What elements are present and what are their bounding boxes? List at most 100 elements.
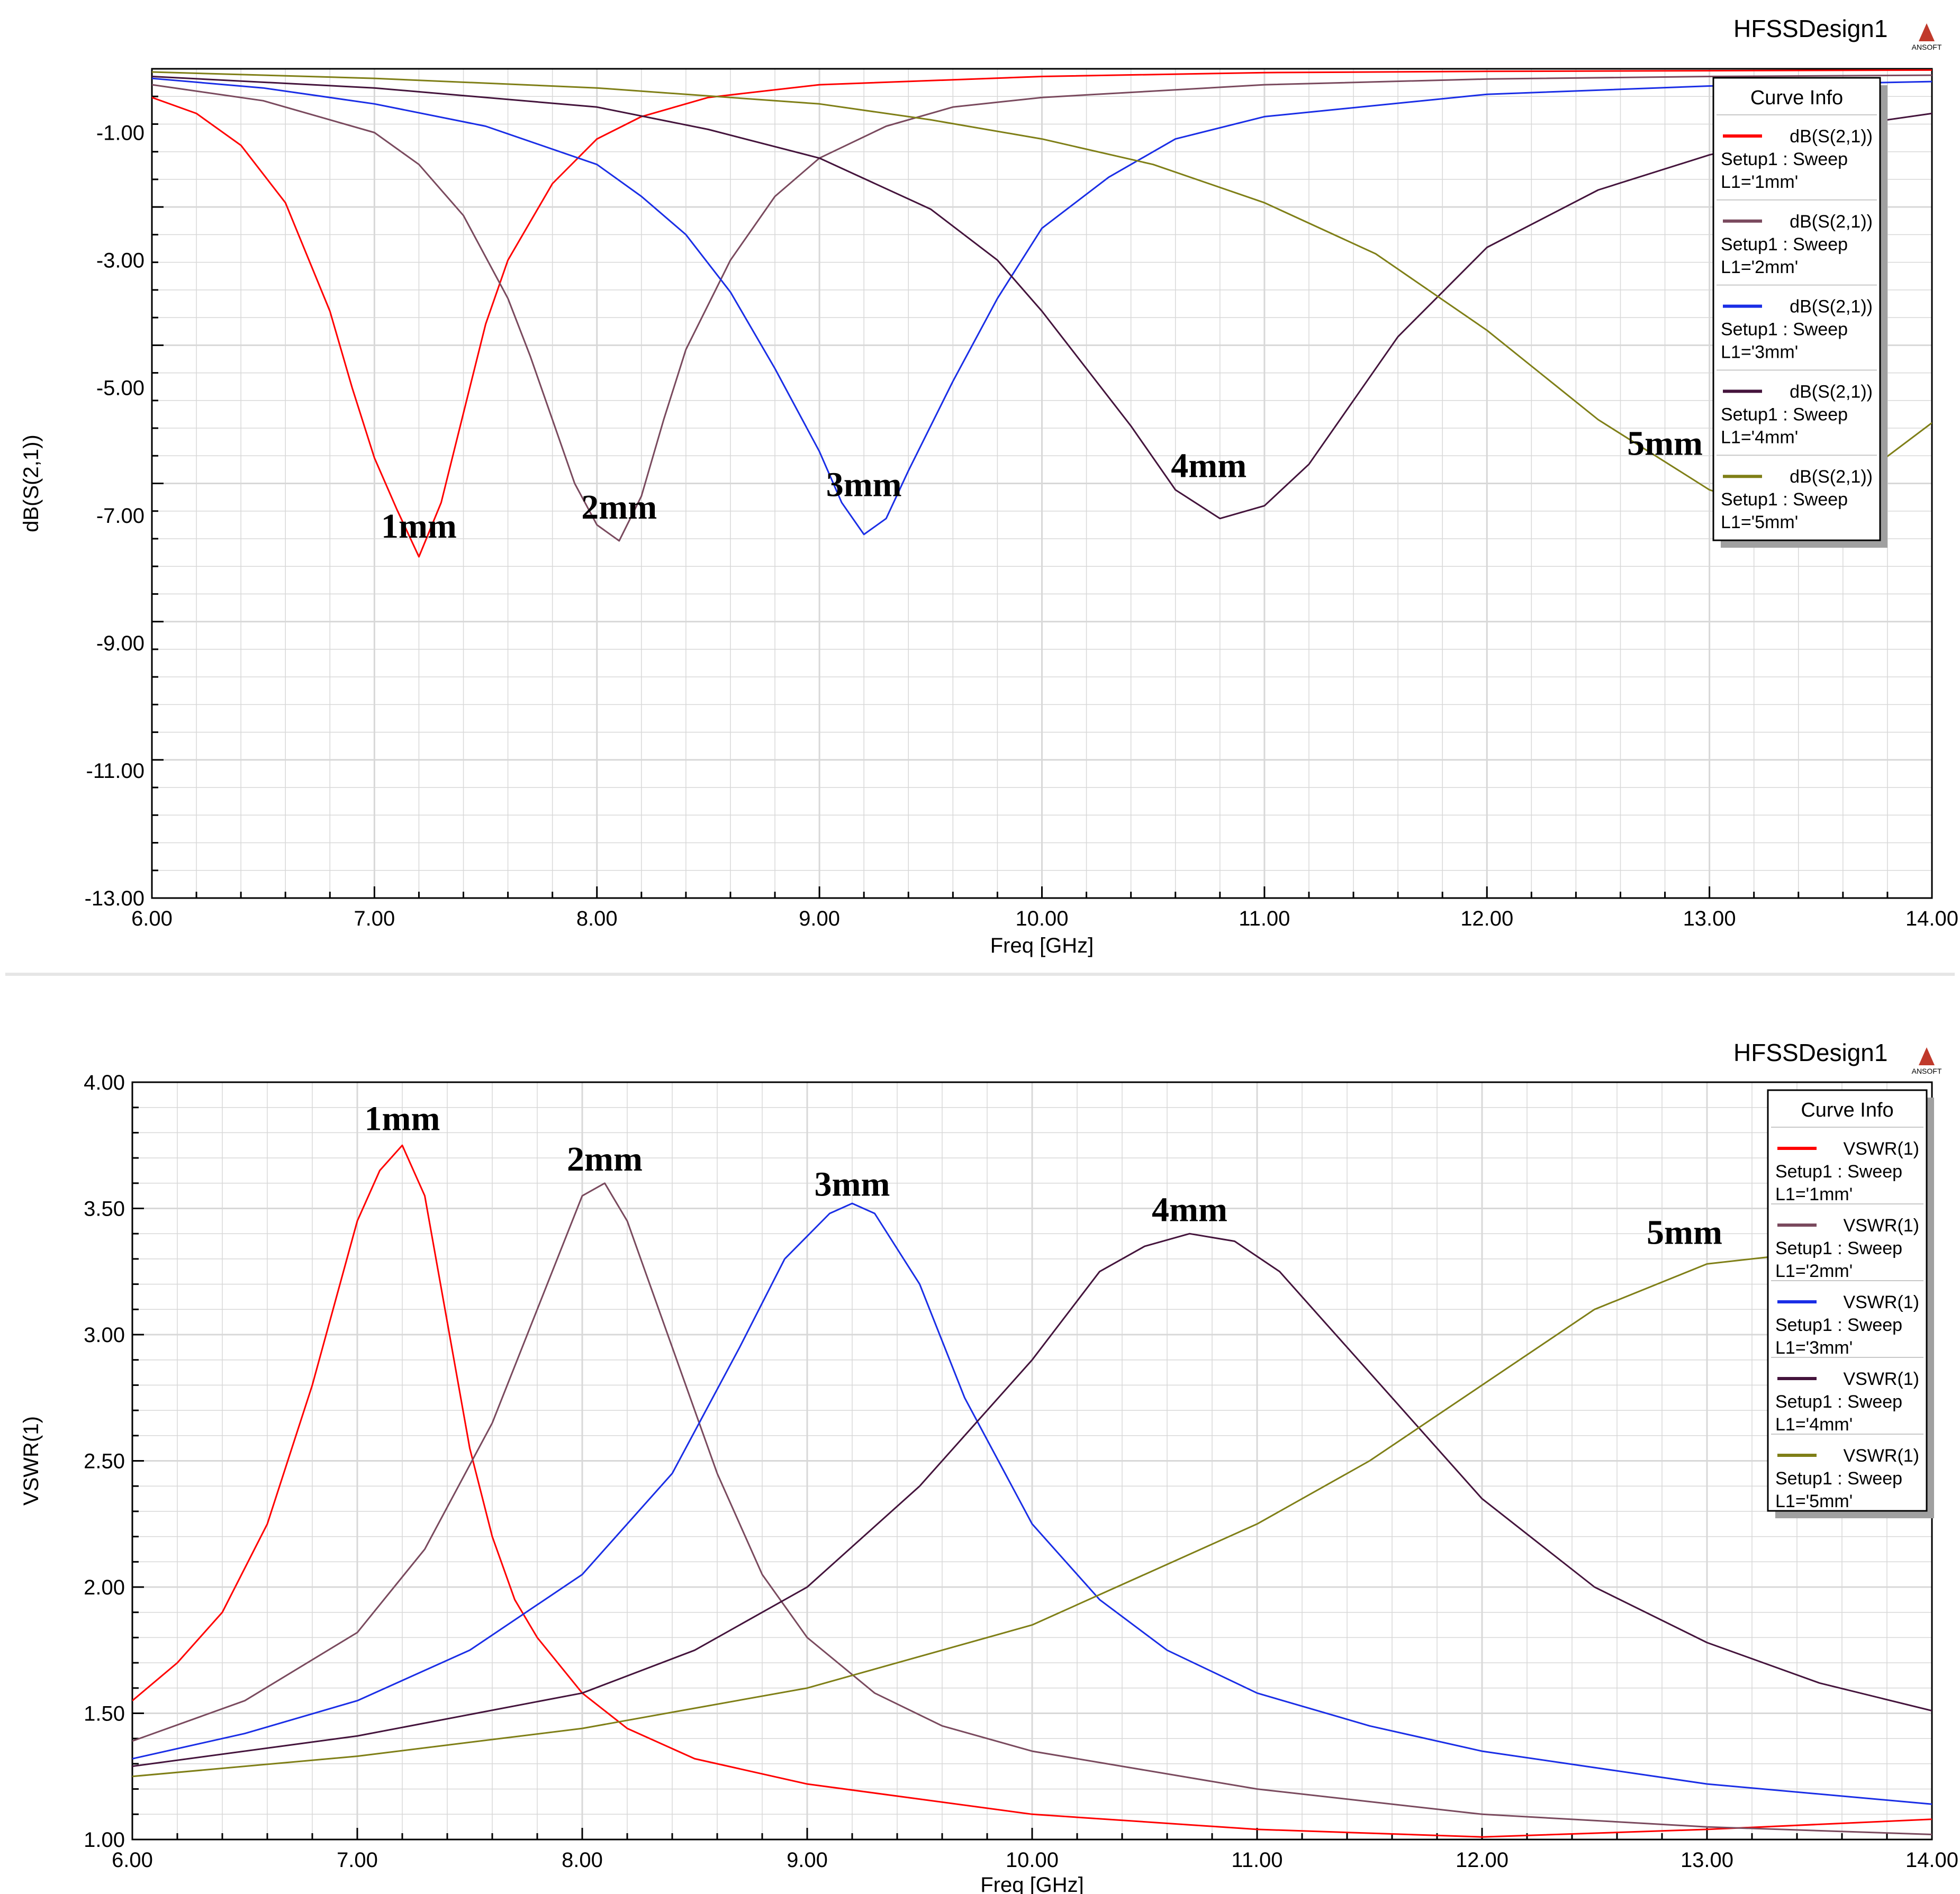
- x-tick-label: 10.00: [1015, 907, 1068, 930]
- legend-entry-name: dB(S(2,1)): [1790, 467, 1873, 487]
- legend-entry-name: dB(S(2,1)): [1790, 297, 1873, 317]
- legend-entry-name: VSWR(1): [1843, 1216, 1919, 1236]
- legend-entry-name: dB(S(2,1)): [1790, 382, 1873, 402]
- x-tick-label: 13.00: [1683, 907, 1736, 930]
- x-tick-label: 12.00: [1460, 907, 1513, 930]
- y-tick-label: 4.00: [84, 1071, 125, 1094]
- series-line-2mm: [152, 74, 1932, 542]
- legend-entry-setup: Setup1 : Sweep: [1775, 1315, 1902, 1335]
- x-tick-label: 6.00: [131, 907, 173, 930]
- ansoft-logo: ANSOFT: [1912, 1047, 1942, 1075]
- legend-entry-param: L1='2mm': [1721, 257, 1798, 277]
- series-line-2mm: [132, 1182, 1932, 1835]
- chart-panel-2: 6.00 7.00 8.00 9.00 10.00 11.00 12.00 13.00 14.0…: [20, 1039, 1958, 1894]
- annotation-label: 4mm: [1152, 1190, 1227, 1229]
- x-axis-label: Freq [GHz]: [980, 1873, 1084, 1894]
- x-tick-label: 6.00: [112, 1848, 153, 1872]
- grid: [152, 69, 1932, 898]
- y-tick-label: 3.50: [84, 1198, 125, 1221]
- x-tick-label: 12.00: [1456, 1848, 1509, 1872]
- legend-entry-setup: Setup1 : Sweep: [1721, 490, 1848, 510]
- legend-box: [1712, 77, 1881, 541]
- legend-entry-name: VSWR(1): [1843, 1446, 1919, 1466]
- x-tick-label: 7.00: [337, 1848, 378, 1872]
- grid: [132, 1082, 1932, 1839]
- y-tick-label: -5.00: [96, 377, 144, 400]
- design-title: HFSSDesign1: [1733, 15, 1887, 42]
- x-tick-label: 14.00: [1905, 907, 1958, 930]
- legend-entry-name: VSWR(1): [1843, 1292, 1919, 1312]
- y-tick-label: 2.50: [84, 1450, 125, 1473]
- y-tick-label: -9.00: [96, 632, 144, 655]
- ansoft-logo-mark: [1919, 23, 1935, 41]
- legend-entry-param: L1='2mm': [1775, 1261, 1853, 1281]
- y-tick-label: -1.00: [96, 122, 144, 145]
- series-line-4mm: [132, 1233, 1932, 1768]
- legend-entry-name: dB(S(2,1)): [1790, 126, 1873, 147]
- series-line-5mm: [132, 1255, 1820, 1778]
- series-line-4mm: [152, 76, 1932, 520]
- design-title: HFSSDesign1: [1733, 1039, 1887, 1066]
- series-group: [152, 69, 1932, 558]
- annotation-label: 1mm: [365, 1100, 440, 1138]
- panel-separator: [5, 973, 1955, 976]
- x-tick-label: 9.00: [787, 1848, 828, 1872]
- x-tick-label: 9.00: [799, 907, 840, 930]
- legend-title: Curve Info: [1750, 87, 1843, 109]
- annotation-label: 2mm: [581, 488, 657, 527]
- legend-entry-setup: Setup1 : Sweep: [1775, 1162, 1902, 1182]
- y-tick-label: 3.00: [84, 1324, 125, 1347]
- x-tick-label: 11.00: [1239, 907, 1290, 930]
- legend-entry-name: dB(S(2,1)): [1790, 212, 1873, 232]
- legend-entry-param: L1='3mm': [1721, 342, 1798, 363]
- legend-entry-param: L1='3mm': [1775, 1338, 1853, 1358]
- series-line-1mm: [132, 1144, 1932, 1838]
- tick-marks: [151, 68, 1933, 899]
- legend-entry-param: L1='5mm': [1775, 1491, 1853, 1511]
- legend-entry-name: VSWR(1): [1843, 1369, 1919, 1389]
- series-group: [132, 1144, 1932, 1838]
- ansoft-logo-text: ANSOFT: [1912, 1067, 1942, 1075]
- annotation-label: 3mm: [815, 1165, 890, 1204]
- y-axis-label: VSWR(1): [20, 1416, 43, 1506]
- chart-panel-1: 6.00 7.00 8.00 9.00 10.00 11.00 12.00 13.00 14.0…: [20, 15, 1958, 957]
- legend-title: Curve Info: [1801, 1099, 1893, 1121]
- legend-entry-param: L1='1mm': [1721, 172, 1798, 192]
- legend-entry-setup: Setup1 : Sweep: [1721, 149, 1848, 169]
- x-tick-label: 7.00: [354, 907, 395, 930]
- legend-entry-setup: Setup1 : Sweep: [1721, 320, 1848, 340]
- y-tick-label: 1.50: [84, 1702, 125, 1726]
- legend-entry-param: L1='1mm': [1775, 1184, 1853, 1204]
- ansoft-logo-text: ANSOFT: [1912, 43, 1942, 51]
- tick-marks: [131, 1081, 1933, 1841]
- y-tick-label: 2.00: [84, 1576, 125, 1599]
- x-axis-label: Freq [GHz]: [990, 934, 1094, 957]
- legend-entry-param: L1='5mm': [1721, 512, 1798, 532]
- legend-entry-setup: Setup1 : Sweep: [1721, 234, 1848, 255]
- x-tick-label: 8.00: [576, 907, 618, 930]
- annotation-label: 5mm: [1627, 424, 1703, 463]
- legend-entry-setup: Setup1 : Sweep: [1721, 404, 1848, 424]
- y-tick-label: -13.00: [85, 887, 144, 910]
- annotation-label: 2mm: [567, 1140, 643, 1179]
- y-axis-label: dB(S(2,1)): [20, 434, 43, 532]
- series-line-3mm: [152, 77, 1932, 536]
- legend-entry-name: VSWR(1): [1843, 1139, 1919, 1159]
- x-tick-label: 14.00: [1905, 1848, 1958, 1872]
- ansoft-logo: ANSOFT: [1912, 23, 1942, 51]
- y-tick-label: -7.00: [96, 504, 144, 528]
- annotation-label: 1mm: [381, 507, 457, 546]
- x-tick-label: 11.00: [1231, 1848, 1282, 1872]
- legend-entry-setup: Setup1 : Sweep: [1775, 1238, 1902, 1258]
- ansoft-logo-mark: [1919, 1047, 1935, 1065]
- y-tick-label: -11.00: [86, 759, 144, 783]
- y-tick-label: -3.00: [96, 249, 144, 273]
- legend-entry-param: L1='4mm': [1721, 427, 1798, 447]
- legend-entry-param: L1='4mm': [1775, 1415, 1853, 1435]
- annotation-label: 3mm: [826, 466, 902, 504]
- series-line-3mm: [132, 1202, 1932, 1805]
- y-tick-label: 1.00: [84, 1828, 125, 1852]
